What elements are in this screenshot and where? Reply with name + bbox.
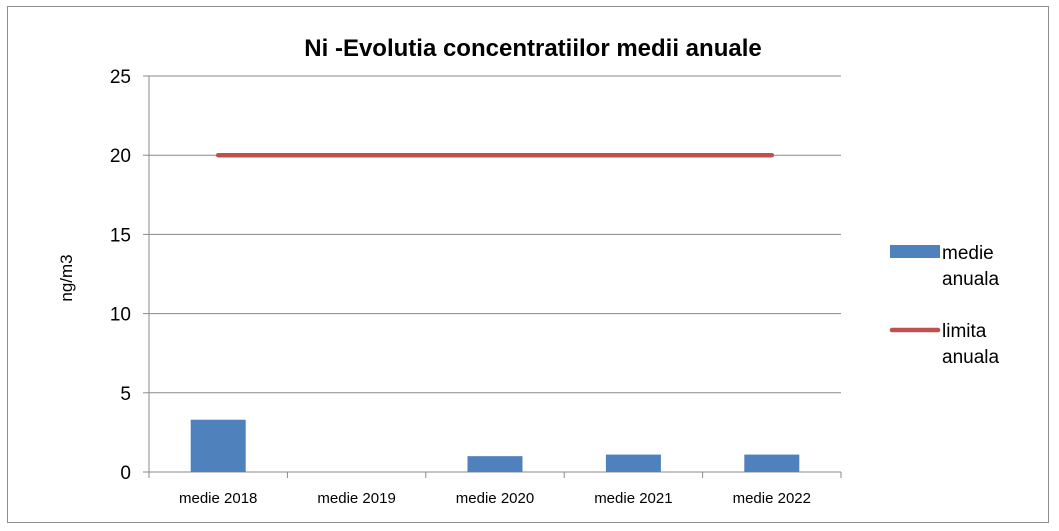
bar <box>605 454 661 472</box>
y-tick-label: 25 <box>110 67 131 88</box>
legend-label: anuala <box>942 347 999 368</box>
x-tick-label: medie 2019 <box>317 490 395 507</box>
bar <box>190 419 246 472</box>
bar <box>744 454 800 472</box>
legend-label: medie <box>942 243 994 264</box>
y-tick-label: 0 <box>120 463 131 484</box>
y-axis-label: ng/m3 <box>57 254 76 301</box>
bar <box>467 456 523 472</box>
bar-series <box>190 419 800 472</box>
y-tick-label: 5 <box>120 384 131 405</box>
chart-frame <box>7 6 1049 523</box>
legend: medie anuala limita anuala <box>889 243 999 368</box>
chart-title: Ni -Evolutia concentratiilor medii anual… <box>304 35 761 62</box>
x-tick-label: medie 2020 <box>456 490 534 507</box>
y-tick-label: 20 <box>110 146 131 167</box>
tick-labels: 0 5 10 15 20 25 medie 2018 medie 2019 medie 2020… <box>110 67 811 507</box>
x-tick-label: medie 2018 <box>179 490 257 507</box>
y-tick-label: 15 <box>110 225 131 246</box>
x-tick-label: medie 2021 <box>594 490 672 507</box>
y-tick-label: 10 <box>110 305 131 326</box>
legend-label: limita <box>942 321 987 342</box>
x-tick-label: medie 2022 <box>733 490 811 507</box>
legend-label: anuala <box>942 269 999 290</box>
gridlines <box>149 75 841 394</box>
legend-swatch <box>890 245 940 258</box>
axes <box>143 75 842 478</box>
